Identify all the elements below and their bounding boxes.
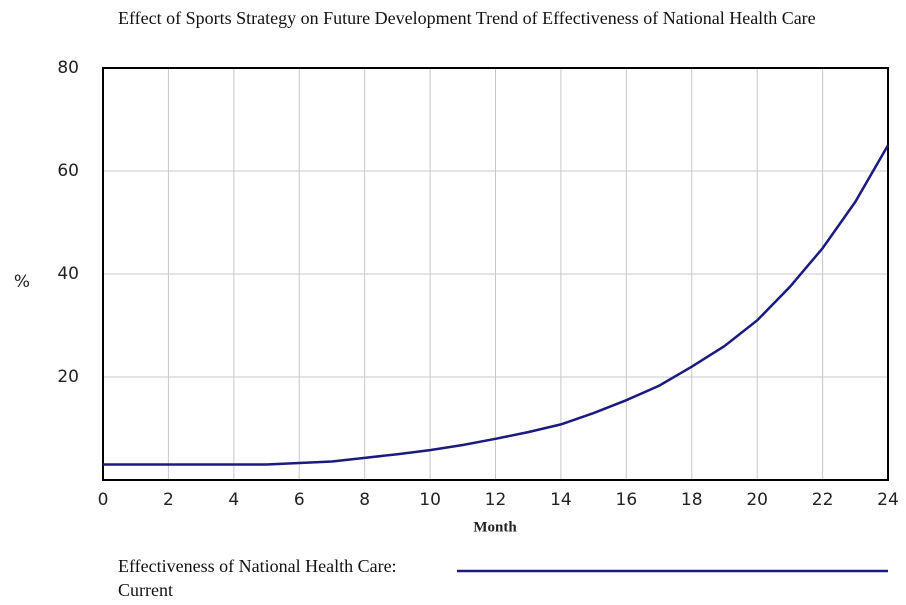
x-tick-label: 6 [294, 490, 305, 510]
data-line [103, 144, 890, 466]
y-tick-label: 60 [57, 161, 79, 181]
x-tick-label: 2 [163, 490, 174, 510]
x-tick-label: 18 [681, 490, 703, 510]
chart-title: Effect of Sports Strategy on Future Deve… [118, 8, 816, 28]
x-tick-label: 22 [812, 490, 834, 510]
y-tick-label: 80 [57, 58, 79, 78]
x-tick-label: 16 [616, 490, 638, 510]
x-tick-label: 14 [550, 490, 572, 510]
plot-frame [102, 67, 889, 481]
x-tick-label: 8 [359, 490, 370, 510]
x-tick-label: 10 [419, 490, 441, 510]
x-tick-label: 4 [228, 490, 239, 510]
y-tick-label: 40 [57, 264, 79, 284]
y-axis-label: % [14, 272, 30, 292]
x-axis-label: Month [473, 519, 517, 535]
legend-label: Effectiveness of National Health Care: C… [118, 556, 397, 600]
x-tick-label: 0 [98, 490, 109, 510]
x-tick-label: 24 [877, 490, 899, 510]
y-tick-label: 20 [57, 367, 79, 387]
x-tick-label: 20 [746, 490, 768, 510]
x-tick-label: 12 [485, 490, 507, 510]
